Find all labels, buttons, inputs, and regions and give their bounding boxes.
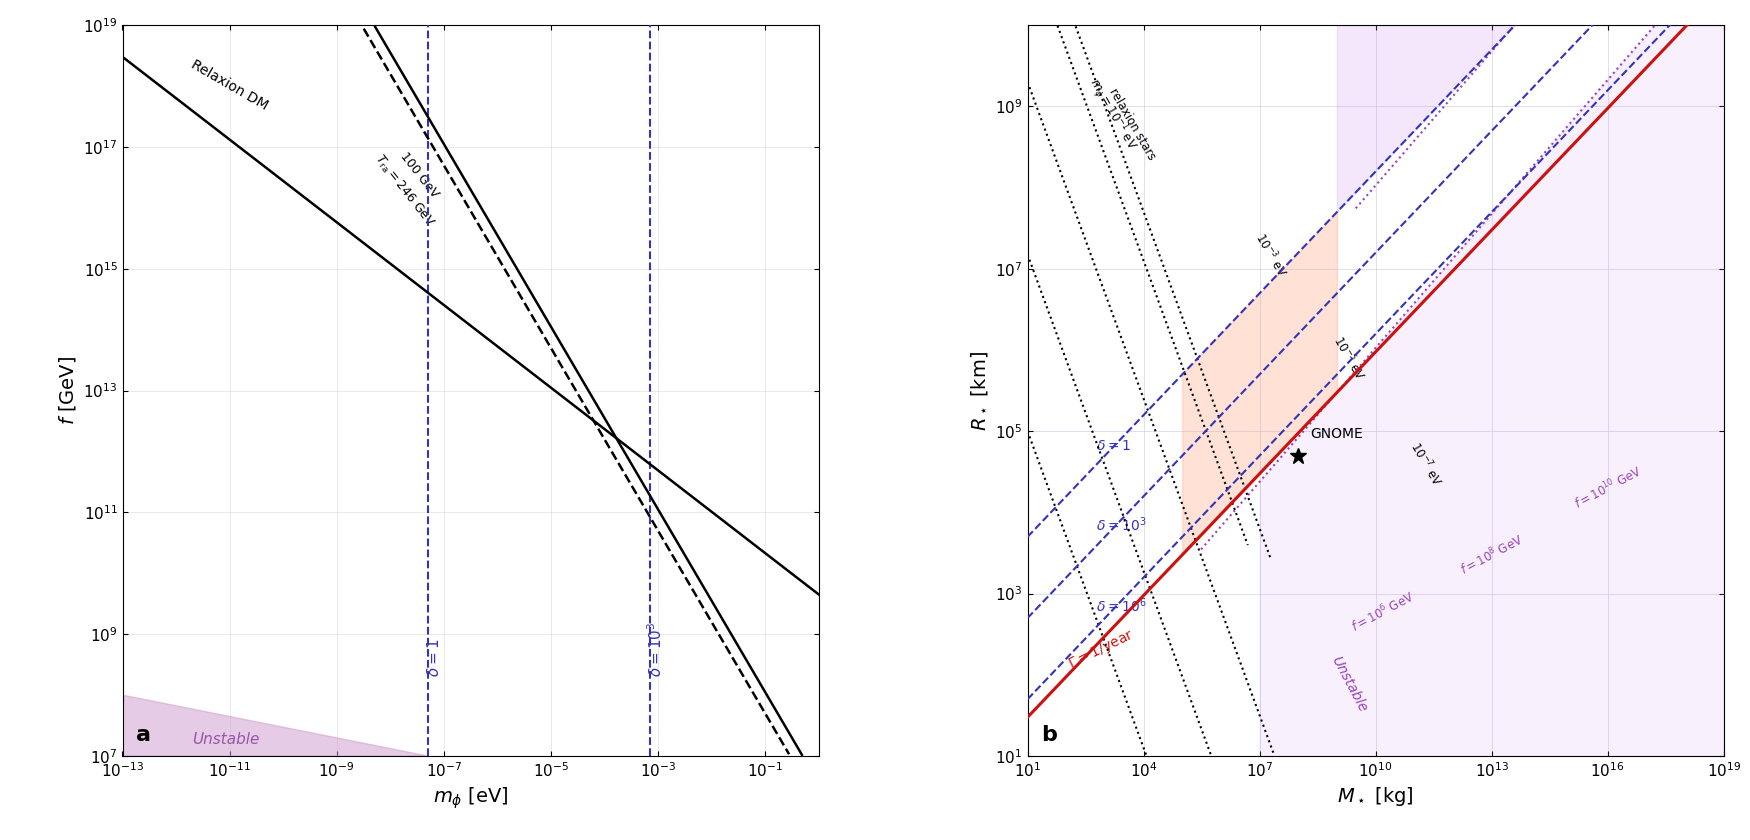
Text: $\delta = 10^3$: $\delta = 10^3$ <box>648 622 665 677</box>
Text: a: a <box>136 726 152 745</box>
Text: $f = 10^{10}$ GeV: $f = 10^{10}$ GeV <box>1572 463 1645 512</box>
Text: Unstable: Unstable <box>192 732 259 747</box>
Text: $\delta = 10^3$: $\delta = 10^3$ <box>1096 516 1146 534</box>
Text: $m_\phi = 10^{-1}$ eV: $m_\phi = 10^{-1}$ eV <box>1083 75 1141 154</box>
Text: relaxion stars: relaxion stars <box>1106 87 1158 163</box>
Text: b: b <box>1041 726 1057 745</box>
Text: $T_\mathrm{ra} = 246$ GeV: $T_\mathrm{ra} = 246$ GeV <box>371 152 438 230</box>
X-axis label: $m_\phi$ [eV]: $m_\phi$ [eV] <box>432 785 509 811</box>
Y-axis label: $R_\star$ [km]: $R_\star$ [km] <box>970 350 989 431</box>
X-axis label: $M_\star$ [kg]: $M_\star$ [kg] <box>1337 785 1414 808</box>
Text: GNOME: GNOME <box>1311 428 1363 441</box>
Text: $f = 10^6$ GeV: $f = 10^6$ GeV <box>1348 588 1418 635</box>
Text: Relaxion DM: Relaxion DM <box>189 58 271 113</box>
Text: 100 GeV: 100 GeV <box>397 150 441 200</box>
Text: $10^{-3}$ eV: $10^{-3}$ eV <box>1251 229 1290 280</box>
Text: $10^{-5}$ eV: $10^{-5}$ eV <box>1330 333 1368 383</box>
Text: $f = 10^8$ GeV: $f = 10^8$ GeV <box>1458 531 1526 579</box>
Text: $\Gamma = 1/\mathrm{year}$: $\Gamma = 1/\mathrm{year}$ <box>1066 627 1138 673</box>
Text: $\delta = 10^6$: $\delta = 10^6$ <box>1096 596 1148 615</box>
Text: $10^{-7}$ eV: $10^{-7}$ eV <box>1407 438 1445 489</box>
Text: $\delta = 1$: $\delta = 1$ <box>425 638 441 677</box>
Polygon shape <box>123 695 427 756</box>
Y-axis label: $f$ [GeV]: $f$ [GeV] <box>56 356 77 425</box>
Text: Unstable: Unstable <box>1328 654 1368 715</box>
Text: $\delta = 1$: $\delta = 1$ <box>1096 438 1132 453</box>
